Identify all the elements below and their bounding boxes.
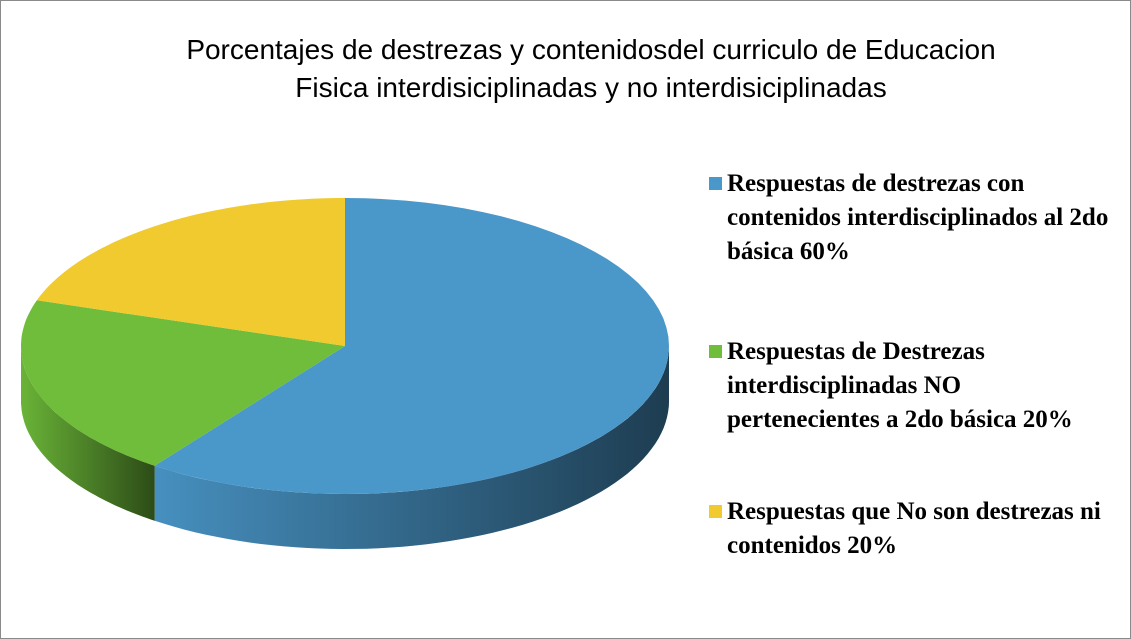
legend-label: Respuestas que No son destrezas ni conte…	[727, 498, 1101, 559]
pie-slice	[154, 198, 670, 494]
legend-swatch	[709, 505, 722, 518]
legend-swatch	[709, 177, 722, 190]
pie-slice-side-shade	[154, 346, 670, 549]
legend-label: Respuestas de Destrezas interdisciplinad…	[727, 338, 1073, 433]
pie-slice-side-shade	[21, 346, 155, 521]
legend-item: Respuestas que No son destrezas ni conte…	[709, 495, 1119, 563]
chart-title: Porcentajes de destrezas y contenidosdel…	[186, 34, 996, 103]
legend-item: Respuestas de Destrezas interdisciplinad…	[709, 335, 1119, 437]
legend-label: Respuestas de destrezas con contenidos i…	[727, 170, 1109, 265]
legend-item: Respuestas de destrezas con contenidos i…	[709, 167, 1119, 269]
pie-slice	[36, 198, 346, 346]
legend-swatch	[709, 345, 722, 358]
pie-slice	[21, 300, 345, 466]
